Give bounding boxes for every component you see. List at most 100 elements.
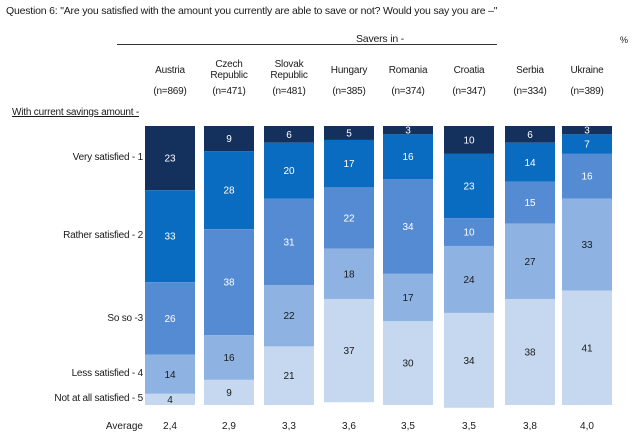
- data-label: 10: [463, 228, 475, 239]
- column-header-line: Hungary: [330, 65, 368, 76]
- bar-segment: [444, 312, 494, 408]
- bar-segment: [324, 139, 374, 188]
- question-title: Question 6: "Are you satisfied with the …: [6, 5, 498, 17]
- column-header-line: Republic: [210, 70, 248, 81]
- data-label: 6: [286, 130, 292, 141]
- column-header: Serbia: [490, 65, 570, 76]
- data-label: 28: [223, 186, 235, 197]
- bar-segment: [562, 126, 612, 135]
- bar-segment: [562, 290, 612, 405]
- bar-segment: [505, 126, 555, 143]
- data-label: 3: [405, 126, 411, 137]
- group-divider: [117, 44, 497, 45]
- data-label: 7: [584, 140, 590, 151]
- data-label: 16: [581, 172, 593, 183]
- average-value: 2,4: [163, 421, 177, 432]
- series-label: So so -3: [107, 312, 143, 324]
- column-header: Slovak Republic: [249, 59, 329, 81]
- bar-segment: [264, 142, 314, 199]
- bar-segment: [562, 134, 612, 154]
- data-label: 14: [524, 158, 536, 169]
- bar-segment: [383, 126, 433, 135]
- data-label: 14: [164, 370, 176, 381]
- bar-segment: [204, 151, 254, 230]
- sample-size: (n=385): [332, 86, 366, 97]
- average-value: 3,5: [462, 421, 476, 432]
- data-label: 33: [581, 240, 593, 251]
- bar-segment: [145, 126, 195, 191]
- bar-segment: [444, 218, 494, 246]
- average-row-label: Average: [105, 421, 143, 432]
- column-header: Czech Republic: [189, 59, 269, 81]
- sample-size: (n=471): [212, 86, 246, 97]
- average-value: 4,0: [580, 421, 594, 432]
- bar-segment: [324, 248, 374, 299]
- data-label: 9: [226, 388, 232, 399]
- data-label: 33: [164, 232, 176, 243]
- bar-segment: [505, 181, 555, 224]
- bar-segment: [383, 273, 433, 322]
- average-value: 3,3: [282, 421, 296, 432]
- data-label: 37: [343, 346, 355, 357]
- bar-segment: [383, 321, 433, 405]
- bar-segment: [324, 298, 374, 403]
- data-label: 5: [346, 128, 352, 139]
- sample-size: (n=374): [391, 86, 425, 97]
- average-value: 3,5: [401, 421, 415, 432]
- data-label: 16: [223, 353, 235, 364]
- column-header: Austria: [130, 65, 210, 76]
- bar-segment: [145, 190, 195, 283]
- bar-segment: [145, 354, 195, 394]
- bar-segment: [324, 126, 374, 140]
- group-title: Savers in -: [356, 33, 404, 45]
- column-header: Hungary: [309, 65, 389, 76]
- data-label: 16: [402, 152, 414, 163]
- data-label: 38: [524, 347, 536, 358]
- bar-segment: [562, 198, 612, 291]
- bar-segment: [145, 282, 195, 355]
- bar-segment: [444, 245, 494, 313]
- data-label: 18: [343, 269, 355, 280]
- sample-size: (n=347): [452, 86, 486, 97]
- bar-segment: [204, 229, 254, 336]
- data-label: 27: [524, 257, 536, 268]
- unit-label: %: [620, 35, 629, 45]
- column-header-line: Croatia: [453, 65, 485, 76]
- column-header-line: Republic: [270, 70, 308, 81]
- column-header-line: Slovak: [274, 59, 304, 70]
- average-value: 2,9: [222, 421, 236, 432]
- bar-segment: [444, 153, 494, 219]
- data-label: 4: [167, 395, 173, 406]
- sample-size: (n=481): [272, 86, 306, 97]
- average-value: 3,6: [342, 421, 356, 432]
- data-label: 31: [283, 237, 295, 248]
- data-label: 17: [402, 293, 414, 304]
- data-label: 26: [164, 314, 176, 325]
- data-label: 23: [463, 181, 475, 192]
- bar-segment: [145, 393, 195, 405]
- bar-segment: [562, 153, 612, 199]
- column-header-line: Romania: [388, 65, 428, 76]
- data-label: 21: [283, 371, 295, 382]
- bar-segment: [204, 126, 254, 152]
- data-label: 34: [463, 356, 475, 367]
- bar-segment: [264, 198, 314, 286]
- column-header: Romania: [368, 65, 448, 76]
- bar-segment: [264, 346, 314, 405]
- bar-segment: [505, 142, 555, 182]
- data-label: 9: [226, 134, 232, 145]
- sample-size: (n=389): [570, 86, 604, 97]
- row-header: With current savings amount -: [12, 107, 140, 118]
- column-header: Croatia: [429, 65, 509, 76]
- bar-segment: [444, 126, 494, 154]
- bar-segment: [383, 179, 433, 274]
- data-label: 6: [527, 130, 533, 141]
- bar-segment: [264, 285, 314, 347]
- sample-size: (n=869): [153, 86, 187, 97]
- bar-segment: [505, 298, 555, 405]
- column-header-line: Ukraine: [570, 65, 604, 76]
- series-label: Not at all satisfied - 5: [54, 393, 143, 405]
- bar-segment: [324, 187, 374, 249]
- series-label: Less satisfied - 4: [71, 368, 144, 380]
